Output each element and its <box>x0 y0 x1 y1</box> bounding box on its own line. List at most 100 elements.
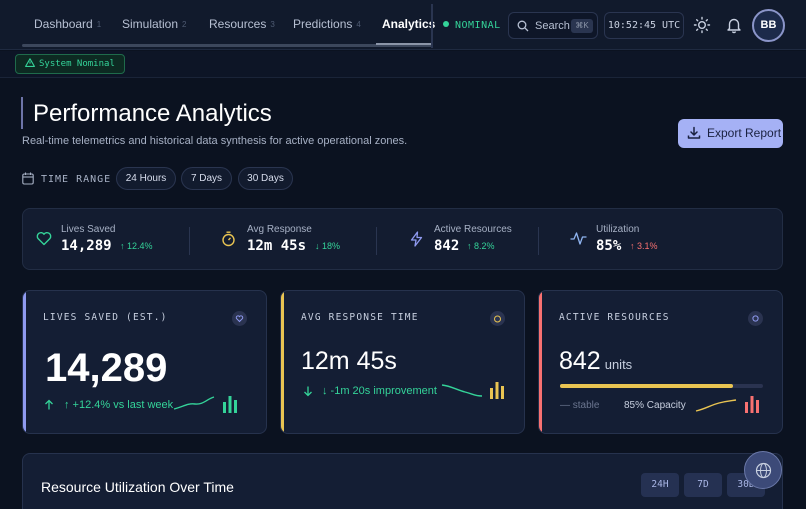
arrow-down-icon <box>304 386 312 397</box>
download-icon <box>687 126 701 139</box>
nav-resources-label: Resources <box>209 17 267 31</box>
avg-response-title: AVG RESPONSE TIME <box>301 312 419 323</box>
user-avatar[interactable]: BB <box>752 9 785 42</box>
stopwatch-icon <box>490 311 505 326</box>
card-accent <box>23 291 26 433</box>
activity-icon <box>570 232 587 245</box>
range-24h-button[interactable]: 24H <box>641 473 679 497</box>
status-bar: System Nominal <box>0 51 806 78</box>
search-shortcut: ⌘K <box>571 19 593 33</box>
metric-divider <box>376 227 377 255</box>
avg-response-value: 12m 45s <box>301 347 397 375</box>
export-report-button[interactable]: Export Report <box>678 119 783 148</box>
resources-sparkline <box>695 399 737 412</box>
heart-icon <box>36 232 52 246</box>
sync-icon <box>748 311 763 326</box>
metric-divider <box>189 227 190 255</box>
nav-simulation-shortcut: 2 <box>182 20 187 29</box>
time-range-label: TIME RANGE <box>41 174 112 185</box>
nav-divider <box>431 4 433 48</box>
export-report-label: Export Report <box>707 126 782 140</box>
lives-sparkline <box>173 396 215 410</box>
lives-saved-card: LIVES SAVED (EST.) 14,289 ↑ +12.4% vs la… <box>22 290 267 434</box>
globe-icon <box>755 462 772 479</box>
active-resources-value: 842 <box>559 347 601 375</box>
avg-response-card: AVG RESPONSE TIME 12m 45s ↓ -1m 20s impr… <box>280 290 525 434</box>
metric-response-delta: ↓ 18% <box>315 241 341 251</box>
active-resources-card: ACTIVE RESOURCES 842 units — stable 85% C… <box>538 290 783 434</box>
stopwatch-icon <box>222 231 235 247</box>
metric-lives-value: 14,289 <box>61 238 112 254</box>
metric-response-label: Avg Response <box>247 224 312 235</box>
nav-analytics-label: Analytics <box>382 17 436 31</box>
assistant-fab[interactable] <box>744 451 782 489</box>
top-navigation: Dashboard 1 Simulation 2 Resources 3 Predic… <box>0 0 806 50</box>
metric-divider <box>538 227 539 255</box>
search-icon <box>517 20 529 32</box>
nav-simulation-label: Simulation <box>122 17 179 31</box>
system-status-badge: System Nominal <box>15 54 125 74</box>
resource-utilization-card: Resource Utilization Over Time 24H 7D 30… <box>22 453 783 509</box>
metric-utilization-label: Utilization <box>596 224 640 235</box>
nav-dashboard-shortcut: 1 <box>96 20 102 29</box>
calendar-icon <box>22 172 34 185</box>
utc-clock: 10:52:45 UTC <box>604 12 684 39</box>
metric-utilization-delta: ↑ 3.1% <box>630 241 658 251</box>
card-accent <box>281 291 284 433</box>
nav-predictions[interactable]: Predictions 4 <box>293 17 361 31</box>
capacity-label: 85% Capacity <box>624 400 686 411</box>
bar-chart-icon <box>223 396 237 413</box>
page-title: Performance Analytics <box>33 100 272 127</box>
page-subtitle: Real-time telemetrics and historical dat… <box>22 135 408 147</box>
metric-response-value: 12m 45s <box>247 238 307 254</box>
lives-saved-trend: ↑ +12.4% vs last week <box>64 399 174 411</box>
search-button[interactable]: Search ⌘K <box>508 12 598 39</box>
bar-chart-icon <box>490 382 504 399</box>
active-resources-unit: units <box>604 357 633 372</box>
heart-icon <box>232 311 247 326</box>
status-dot-icon <box>443 21 449 27</box>
nav-resources[interactable]: Resources 3 <box>209 17 275 31</box>
nav-analytics[interactable]: Analytics <box>382 17 435 31</box>
response-sparkline <box>441 384 483 397</box>
arrow-up-icon <box>45 399 53 410</box>
range-7-days-chip[interactable]: 7 Days <box>181 167 232 190</box>
status-text: NOMINAL <box>455 20 501 31</box>
nav-predictions-shortcut: 4 <box>356 20 361 29</box>
utilization-title: Resource Utilization Over Time <box>41 479 234 495</box>
nav-predictions-label: Predictions <box>293 17 353 31</box>
lives-saved-value: 14,289 <box>45 346 168 390</box>
avg-response-trend: ↓ -1m 20s improvement <box>322 385 437 397</box>
capacity-track <box>560 384 763 388</box>
metric-resources-label: Active Resources <box>434 224 512 235</box>
nav-dashboard-label: Dashboard <box>34 17 93 31</box>
metric-utilization-value: 85% <box>596 238 622 254</box>
metrics-summary-strip: Lives Saved 14,289 ↑ 12.4% Avg Response … <box>22 208 783 270</box>
metric-resources-delta: ↑ 8.2% <box>467 241 495 251</box>
range-24-hours-chip[interactable]: 24 Hours <box>116 167 176 190</box>
system-status-text: System Nominal <box>39 59 115 69</box>
stable-indicator: — stable <box>560 400 600 411</box>
search-label: Search <box>535 20 570 32</box>
range-7d-button[interactable]: 7D <box>684 473 722 497</box>
bell-icon[interactable] <box>725 16 743 34</box>
active-resources-title: ACTIVE RESOURCES <box>559 312 670 323</box>
nav-simulation[interactable]: Simulation 2 <box>122 17 186 31</box>
sun-icon[interactable] <box>693 16 711 34</box>
nav-dashboard[interactable]: Dashboard 1 <box>34 17 101 31</box>
card-accent <box>539 291 542 433</box>
metric-lives-label: Lives Saved <box>61 224 116 235</box>
metric-lives-delta: ↑ 12.4% <box>120 241 153 251</box>
range-30-days-chip[interactable]: 30 Days <box>238 167 293 190</box>
nav-scrollbar[interactable] <box>22 44 432 47</box>
lightning-icon <box>410 231 423 247</box>
title-accent-bar <box>21 97 23 129</box>
bar-chart-icon <box>745 396 759 413</box>
warning-icon <box>25 58 35 67</box>
active-tab-indicator <box>376 43 432 45</box>
nav-resources-shortcut: 3 <box>270 20 275 29</box>
lives-saved-title: LIVES SAVED (EST.) <box>43 312 168 323</box>
status-indicator: NOMINAL <box>443 20 501 31</box>
active-resources-value-group: 842 units <box>559 347 632 376</box>
metric-resources-value: 842 <box>434 238 460 254</box>
